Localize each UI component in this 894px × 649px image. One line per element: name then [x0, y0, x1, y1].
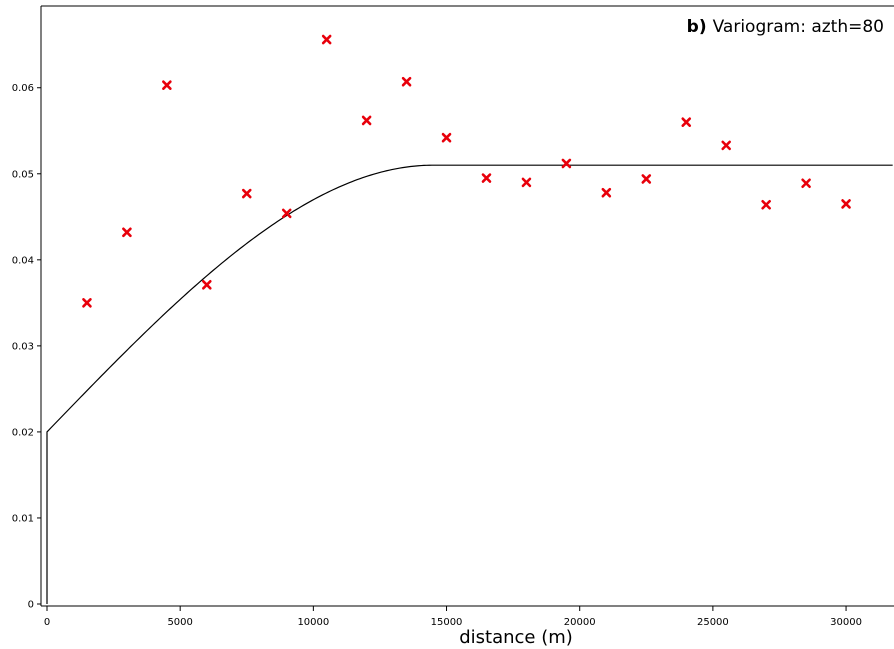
y-tick-label: 0.04 — [12, 255, 34, 266]
x-tick-label: 15000 — [431, 617, 463, 628]
x-tick-label: 5000 — [167, 617, 192, 628]
x-tick-label: 30000 — [830, 617, 862, 628]
data-point — [841, 199, 851, 209]
x-tick-label: 10000 — [297, 617, 329, 628]
data-point — [641, 174, 652, 184]
y-tick-label: 0.01 — [12, 513, 34, 524]
x-axis-ticks: 0 5000 10000 15000 20000 25000 30000 — [44, 606, 862, 628]
y-tick-label: 0.06 — [12, 83, 34, 94]
chart-title: b) Variogram: azth=80 — [687, 17, 884, 37]
data-point — [401, 76, 412, 87]
x-tick-label: 25000 — [697, 617, 729, 628]
data-point — [122, 227, 132, 238]
data-point — [681, 117, 692, 127]
data-point — [481, 173, 492, 183]
x-tick-label: 20000 — [564, 617, 596, 628]
title-text: Variogram: azth=80 — [713, 17, 884, 37]
data-point — [82, 298, 92, 308]
data-point — [561, 158, 572, 169]
y-tick-label: 0 — [28, 600, 34, 611]
data-point — [281, 208, 292, 219]
data-point — [241, 188, 252, 199]
y-tick-label: 0.03 — [12, 341, 34, 352]
data-point — [441, 132, 452, 143]
model-variogram-line — [46, 164, 893, 604]
data-point — [721, 140, 731, 151]
x-tick-label: 0 — [44, 617, 50, 628]
data-point — [162, 80, 172, 90]
data-point — [761, 199, 771, 210]
y-tick-label: 0.02 — [12, 427, 34, 438]
data-point — [801, 178, 811, 189]
data-point — [361, 115, 372, 126]
data-point — [321, 34, 332, 45]
data-point — [521, 177, 532, 188]
x-axis-title: distance (m) — [459, 627, 573, 648]
y-tick-label: 0.05 — [12, 169, 34, 180]
y-axis-ticks: 0 0.01 0.02 0.03 0.04 0.05 0.06 — [12, 83, 41, 611]
data-point — [202, 279, 212, 290]
data-point — [601, 187, 612, 198]
experimental-points — [82, 34, 851, 308]
panel-label: b) — [687, 17, 707, 37]
